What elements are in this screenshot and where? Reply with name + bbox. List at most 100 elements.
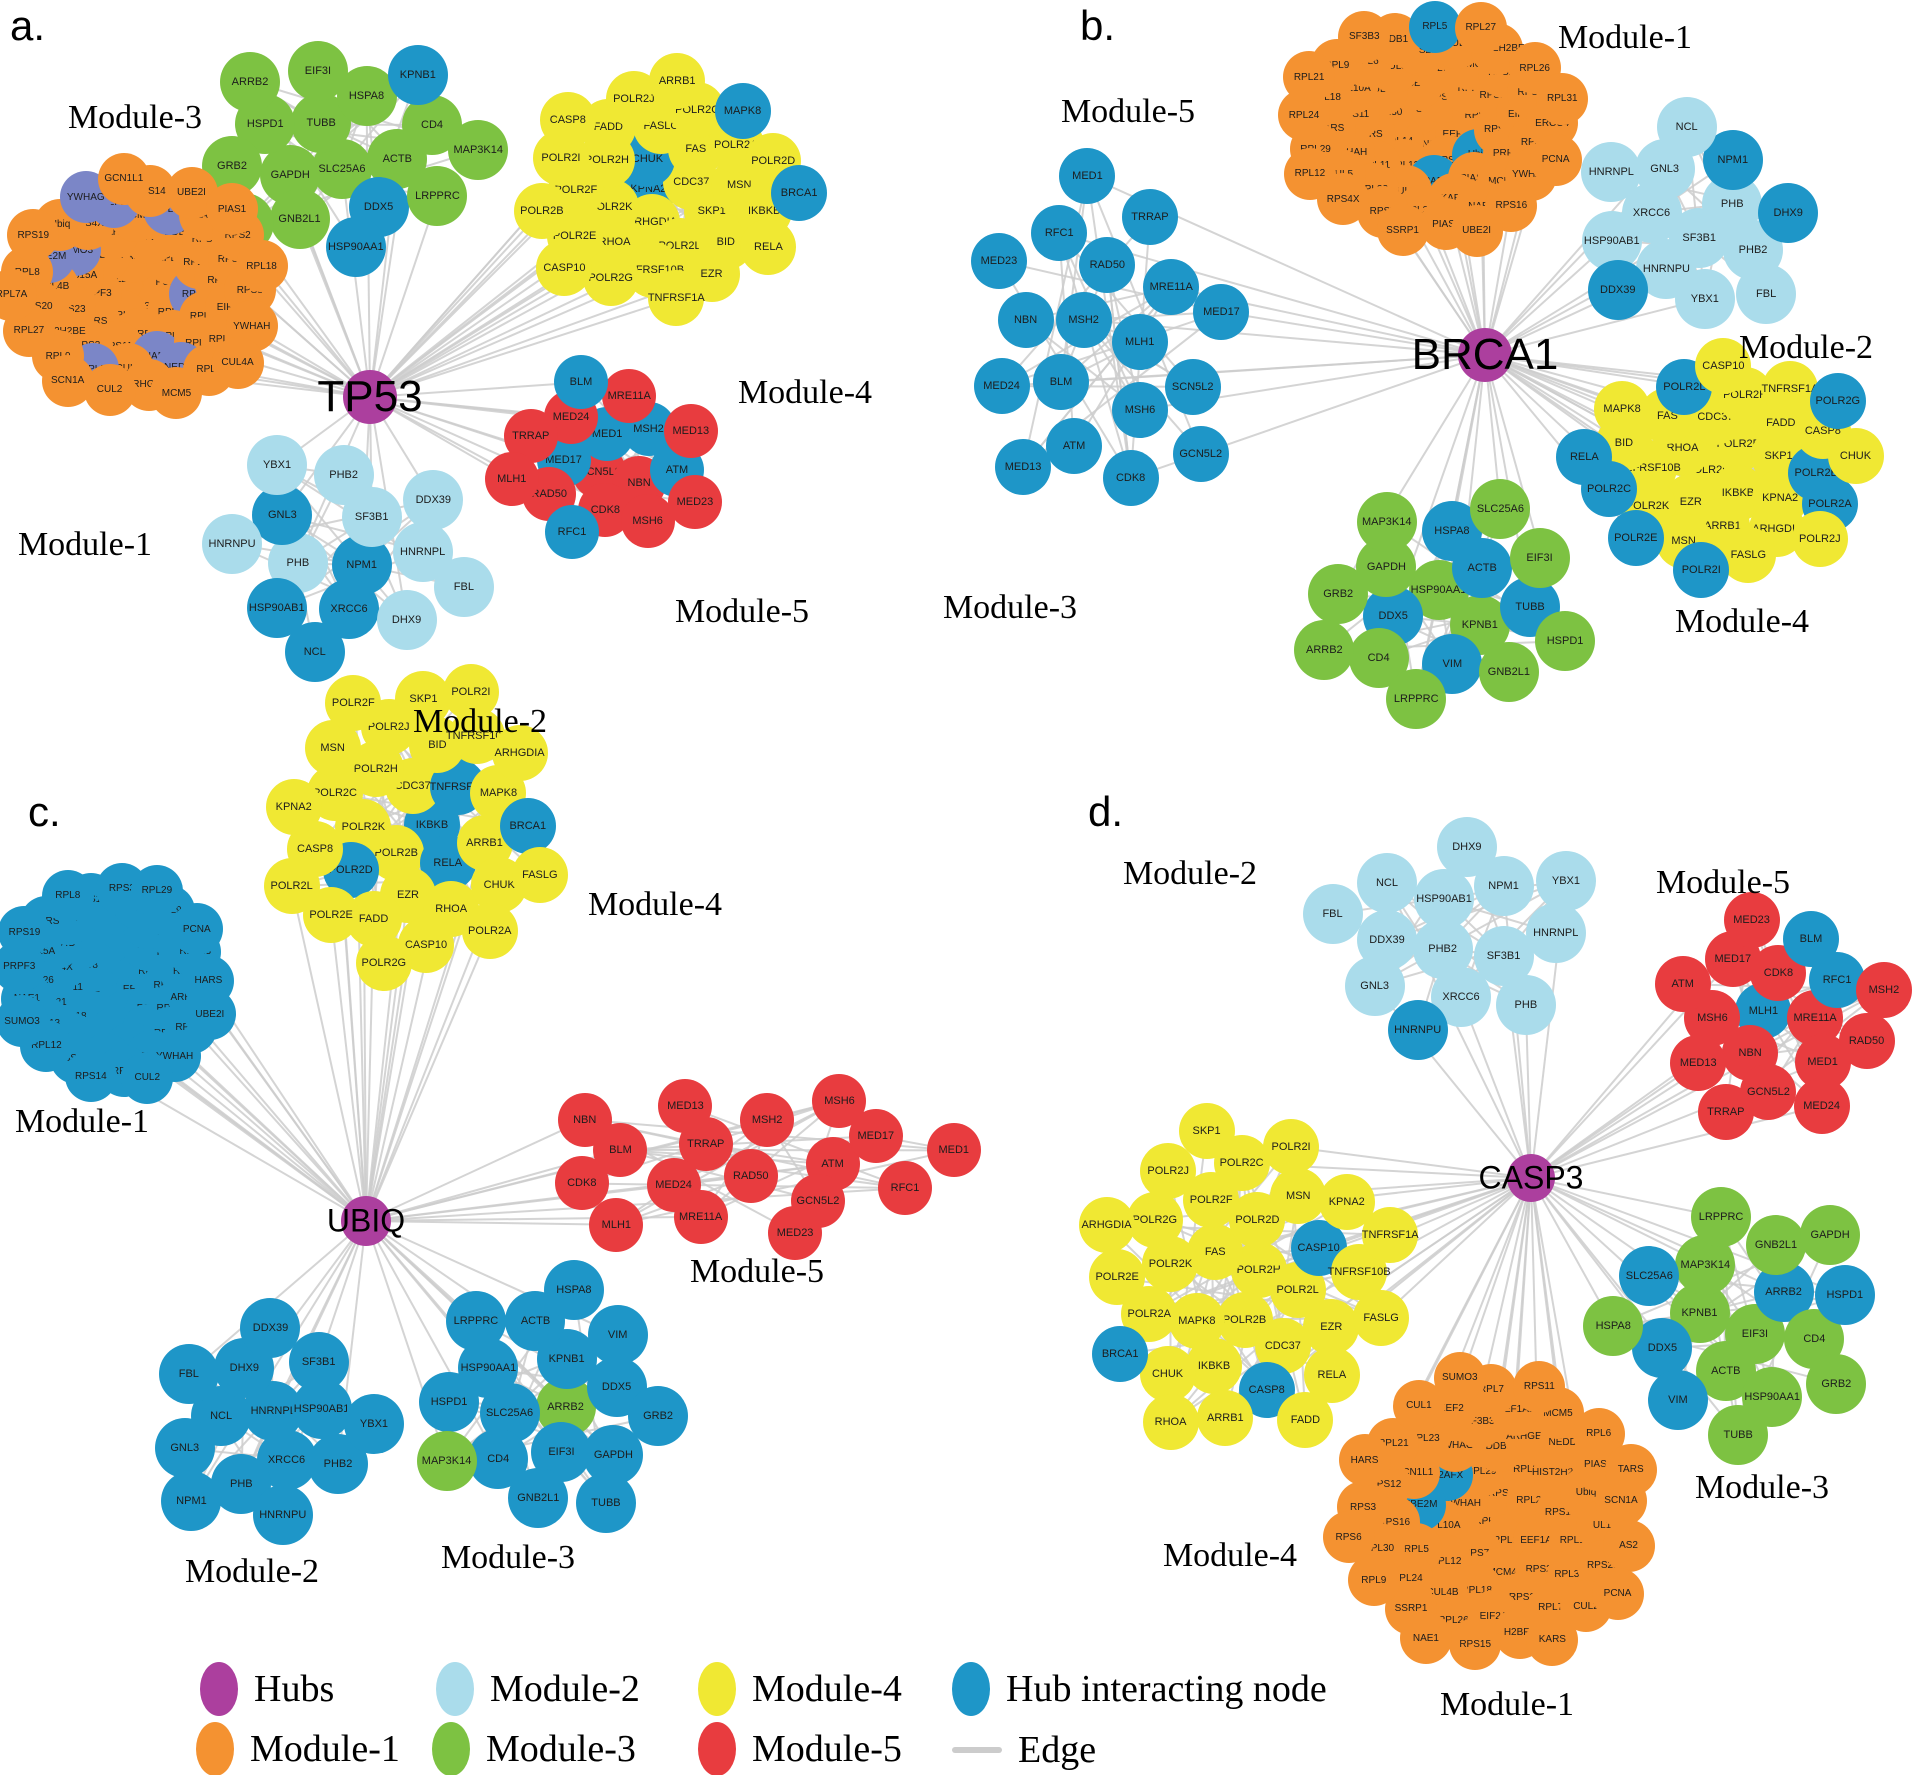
node-TUBB[interactable]: TUBB [575,1472,636,1533]
node-MLH1[interactable]: MLH1 [589,1197,644,1252]
node-GCN5L2[interactable]: GCN5L2 [1740,1064,1797,1121]
node-SKP1[interactable]: SKP1 [395,671,452,728]
node-GCN5L2[interactable]: GCN5L2 [1172,425,1229,482]
node-POLR2G[interactable]: POLR2G [1809,372,1866,429]
node-CASP10[interactable]: CASP10 [536,239,593,296]
node-CHUK[interactable]: CHUK [1139,1346,1196,1403]
node-HSPD1[interactable]: HSPD1 [1814,1264,1875,1325]
node-MSH2[interactable]: MSH2 [740,1093,795,1148]
node-MLH1[interactable]: MLH1 [1111,313,1168,370]
node-FASLG[interactable]: FASLG [1720,527,1777,584]
node-XRCC6[interactable]: XRCC6 [1431,967,1492,1028]
node-FBL[interactable]: FBL [1736,263,1797,324]
node-MSH2[interactable]: MSH2 [1855,961,1912,1018]
node-RPS14[interactable]: RPS14 [64,1050,117,1102]
hub-BRCA1[interactable] [1458,328,1512,382]
node-RPL12[interactable]: RPL12 [1283,147,1336,200]
node-EZR[interactable]: EZR [1303,1298,1360,1355]
node-SLC25A6[interactable]: SLC25A6 [1470,479,1531,540]
node-MED17[interactable]: MED17 [848,1108,903,1163]
node-CHUK[interactable]: CHUK [1827,427,1884,484]
node-FASLG[interactable]: FASLG [511,847,568,904]
node-FBL[interactable]: FBL [1302,883,1363,944]
node-POLR2F[interactable]: POLR2F [325,674,382,731]
node-HNRNPU[interactable]: HNRNPU [252,1484,313,1545]
node-ARHGDIA[interactable]: ARHGDIA [1078,1196,1135,1253]
node-BLM[interactable]: BLM [553,355,608,410]
node-VIM[interactable]: VIM [587,1305,648,1366]
node-KARS[interactable]: KARS [1526,1613,1579,1666]
node-ARHGDIA[interactable]: ARHGDIA [491,724,548,781]
node-RAD50[interactable]: RAD50 [1079,236,1136,293]
node-RFC1[interactable]: RFC1 [545,504,600,559]
node-POLR2A[interactable]: POLR2A [461,903,518,960]
node-GNB2L1[interactable]: GNB2L1 [1478,642,1539,703]
node-CUL2[interactable]: CUL2 [121,1051,174,1104]
node-MED13[interactable]: MED13 [658,1078,713,1133]
node-UBE2I[interactable]: UBE2I [183,988,236,1041]
node-MSN[interactable]: MSN [1270,1167,1327,1224]
node-SF3B1[interactable]: SF3B1 [288,1332,349,1393]
node-ARRB2[interactable]: ARRB2 [1294,619,1355,680]
node-MAP3K14[interactable]: MAP3K14 [1356,491,1417,552]
node-GNB2L1[interactable]: GNB2L1 [269,188,330,249]
node-SCN5L2[interactable]: SCN5L2 [1164,358,1221,415]
node-MED23[interactable]: MED23 [667,474,722,529]
node-NBN[interactable]: NBN [557,1092,612,1147]
node-PCNA[interactable]: PCNA [170,903,223,956]
node-LRPPRC[interactable]: LRPPRC [445,1290,506,1351]
node-HSP90AB1[interactable]: HSP90AB1 [1414,868,1475,929]
node-PHB2[interactable]: PHB2 [308,1434,369,1495]
node-HNRNPL[interactable]: HNRNPL [1581,142,1642,203]
node-PHB2[interactable]: PHB2 [313,444,374,505]
hub-CASP3[interactable] [1507,1154,1555,1202]
node-TNFRSF1A[interactable]: TNFRSF1A [1761,360,1818,417]
node-MCM5[interactable]: MCM5 [150,367,203,420]
node-POLR2C[interactable]: POLR2C [1581,460,1638,517]
node-DHX9[interactable]: DHX9 [376,590,437,651]
node-CDK8[interactable]: CDK8 [554,1156,609,1211]
node-MSH6[interactable]: MSH6 [812,1073,867,1128]
node-POLR2I[interactable]: POLR2I [1263,1118,1320,1175]
node-HSPD1[interactable]: HSPD1 [419,1372,480,1433]
node-MRE11A[interactable]: MRE11A [673,1189,728,1244]
node-RPL27[interactable]: RPL27 [1454,1,1507,54]
node-POLR2G[interactable]: POLR2G [1126,1191,1183,1248]
node-NCL[interactable]: NCL [1356,853,1417,914]
node-SLC25A6[interactable]: SLC25A6 [1619,1245,1680,1306]
node-GNL3[interactable]: GNL3 [1344,955,1405,1016]
node-GNB2L1[interactable]: GNB2L1 [1746,1215,1807,1276]
node-MSH2[interactable]: MSH2 [1055,291,1112,348]
node-MSH6[interactable]: MSH6 [1112,381,1168,438]
node-RPS11[interactable]: RPS11 [1513,1360,1566,1413]
node-RPL18[interactable]: RPL18 [235,240,288,293]
node-MED23[interactable]: MED23 [768,1205,823,1260]
node-HSPA8[interactable]: HSPA8 [1583,1296,1644,1357]
node-YBX1[interactable]: YBX1 [1535,850,1596,911]
node-RPS15[interactable]: RPS15 [1449,1618,1502,1671]
node-POLR2J[interactable]: POLR2J [1791,510,1848,567]
node-POLR2G[interactable]: POLR2G [582,249,639,306]
node-POLR2I[interactable]: POLR2I [1673,541,1730,598]
node-SSRP1[interactable]: SSRP1 [1376,204,1429,257]
node-MED24[interactable]: MED24 [973,358,1030,415]
node-CASP10[interactable]: CASP10 [1695,337,1752,394]
node-TARS[interactable]: TARS [1604,1443,1657,1496]
node-RPS19[interactable]: RPS19 [7,209,60,262]
node-YBX1[interactable]: YBX1 [247,435,308,496]
node-POLR2E[interactable]: POLR2E [1089,1249,1146,1306]
node-MSH6[interactable]: MSH6 [620,494,675,549]
node-RPL26[interactable]: RPL26 [1508,42,1561,94]
node-MED23[interactable]: MED23 [1723,891,1780,948]
node-LRPPRC[interactable]: LRPPRC [1691,1187,1752,1248]
node-NPM1[interactable]: NPM1 [161,1471,222,1532]
node-BRCA1[interactable]: BRCA1 [499,798,556,855]
node-PCNA[interactable]: PCNA [1529,133,1582,186]
node-NBN[interactable]: NBN [997,292,1054,349]
node-TNFRSF1A[interactable]: TNFRSF1A [1362,1206,1419,1263]
node-CUL4A[interactable]: CUL4A [211,336,264,389]
node-MRE11A[interactable]: MRE11A [1143,259,1200,316]
node-RAD50[interactable]: RAD50 [1838,1012,1895,1069]
node-RPL8[interactable]: RPL8 [41,869,94,922]
node-HSPA8[interactable]: HSPA8 [543,1259,604,1320]
